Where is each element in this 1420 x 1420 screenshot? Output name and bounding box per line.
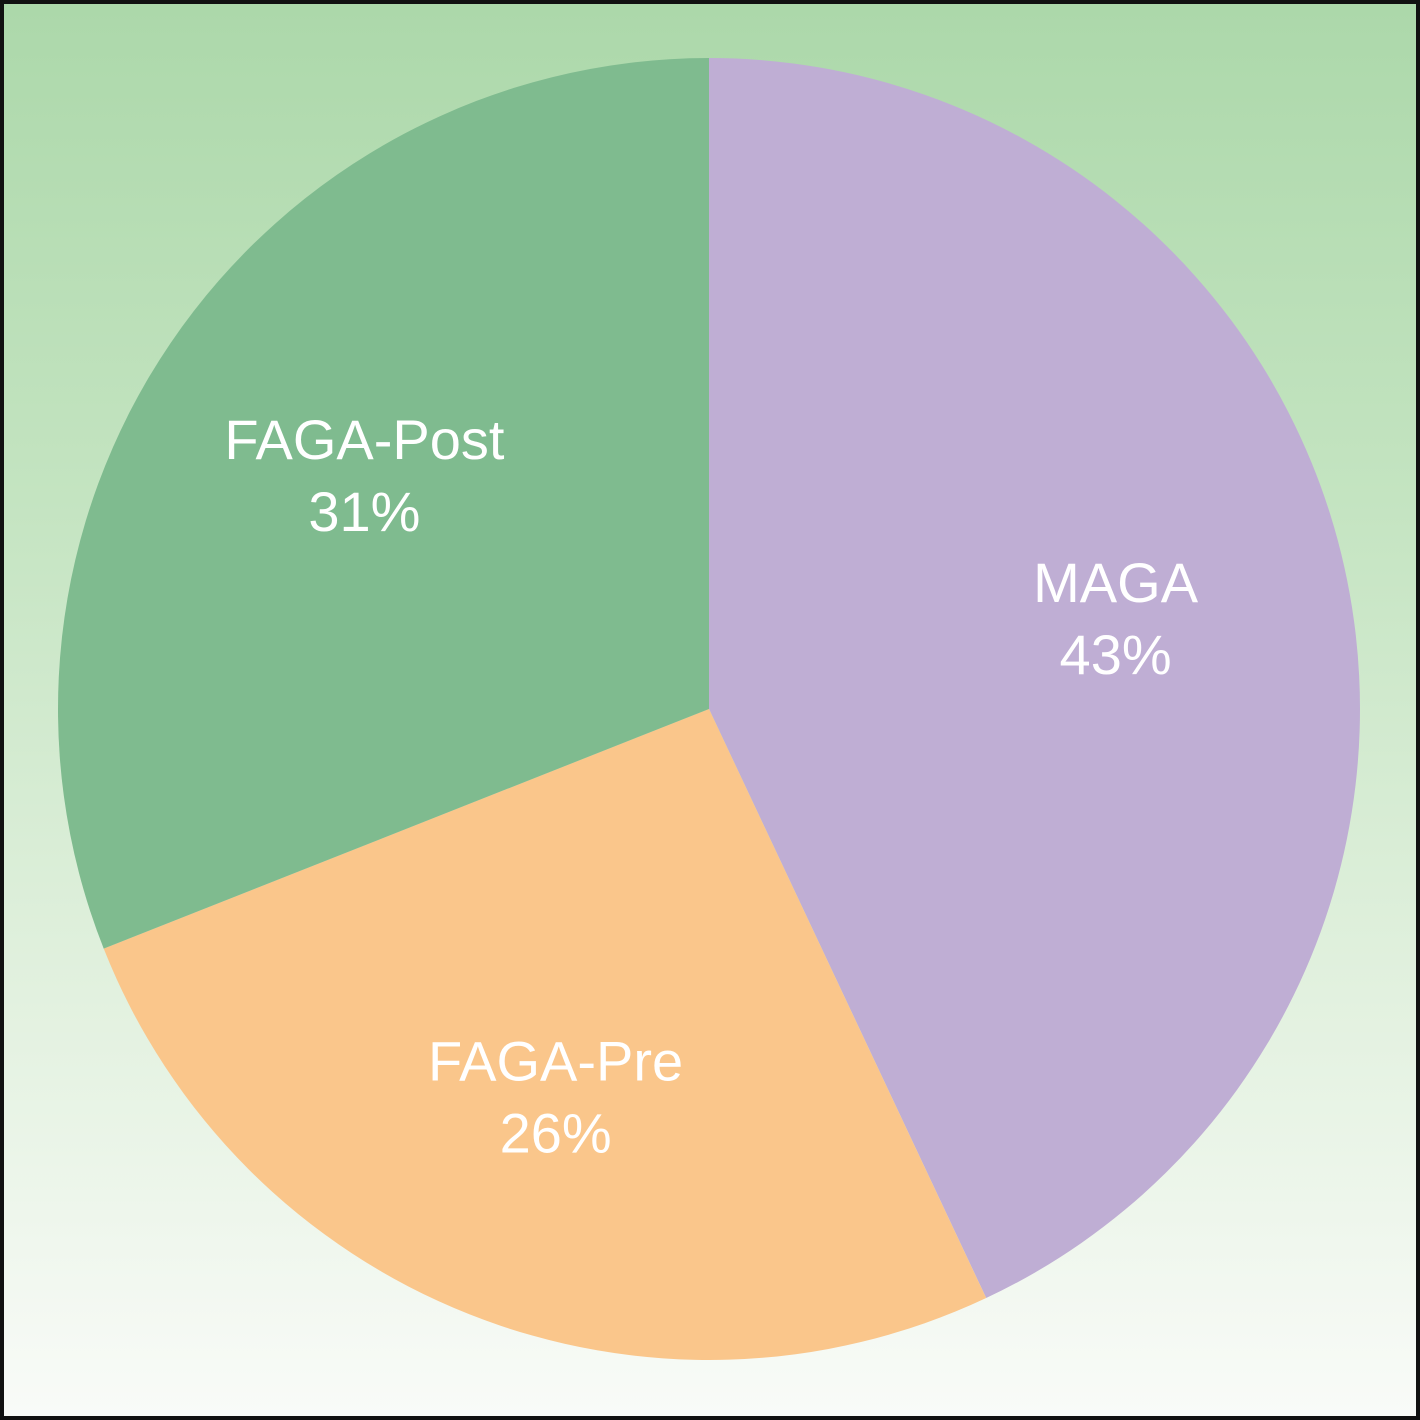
pie-labels: MAGA 43% FAGA-Pre 26% FAGA-Post 31% [224,408,1198,1165]
slice-value-label: 31% [308,480,420,543]
slice-name-label: FAGA-Pre [428,1029,683,1092]
pie-chart: MAGA 43% FAGA-Pre 26% FAGA-Post 31% [57,58,1360,1360]
pie-slices [57,58,1360,1360]
slice-value-label: 26% [500,1101,612,1164]
pie-slice-maga [709,58,1360,1299]
slice-name-label: FAGA-Post [224,408,505,471]
pie-slice-faga-pre [103,709,987,1360]
slice-name-label: MAGA [1033,551,1199,614]
pie-slice-faga-post [57,58,710,949]
slice-value-label: 43% [1060,623,1172,686]
